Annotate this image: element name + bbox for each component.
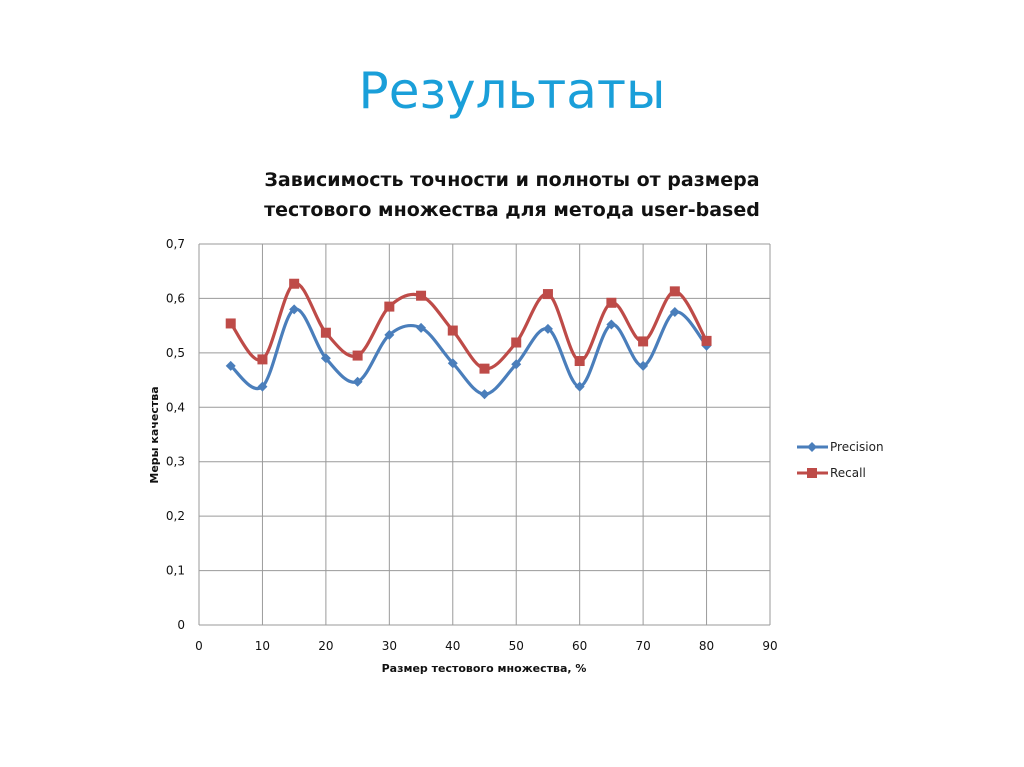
diamond-marker	[352, 376, 363, 387]
y-tick-label: 0,6	[166, 291, 185, 305]
legend-label: Recall	[830, 466, 866, 480]
diamond-marker	[479, 389, 490, 400]
diamond-marker	[574, 381, 585, 392]
chart-title-line-2: тестового множества для метода user-base…	[264, 199, 760, 221]
legend-square-icon	[807, 468, 817, 478]
x-tick-label: 80	[699, 639, 714, 653]
x-tick-label: 20	[318, 639, 333, 653]
y-axis-ticks: 0 0,1 0,2 0,3 0,4 0,5 0,6 0,7	[166, 237, 185, 632]
square-marker	[701, 335, 712, 346]
diamond-marker	[384, 329, 395, 340]
x-axis-title: Размер тестового множества, %	[382, 662, 587, 675]
square-marker	[479, 363, 490, 374]
x-tick-label: 50	[509, 639, 524, 653]
square-marker	[416, 290, 427, 301]
legend-diamond-icon	[807, 442, 817, 452]
square-marker	[447, 325, 458, 336]
square-marker	[225, 318, 236, 329]
x-axis-ticks: 0 10 20 30 40 50 60 70 80 90	[195, 639, 777, 653]
chart-series	[225, 278, 712, 400]
square-marker	[257, 354, 268, 365]
x-tick-label: 70	[635, 639, 650, 653]
diamond-marker	[289, 304, 300, 315]
x-tick-label: 0	[195, 639, 203, 653]
square-marker	[320, 327, 331, 338]
series-recall	[225, 278, 712, 374]
square-marker	[638, 336, 649, 347]
chart-legend: Precision Recall	[797, 440, 884, 480]
series-line	[229, 307, 708, 396]
diamond-marker	[638, 360, 649, 371]
diamond-marker	[606, 319, 617, 330]
square-marker	[669, 286, 680, 297]
x-tick-label: 90	[762, 639, 777, 653]
diamond-marker	[416, 322, 427, 333]
y-tick-label: 0,5	[166, 346, 185, 360]
square-marker	[352, 350, 363, 361]
square-marker	[606, 297, 617, 308]
y-tick-label: 0,7	[166, 237, 185, 251]
square-marker	[542, 289, 553, 300]
square-marker	[511, 337, 522, 348]
series-line	[229, 282, 708, 371]
diamond-marker	[320, 353, 331, 364]
square-marker	[384, 301, 395, 312]
y-tick-label: 0,3	[166, 455, 185, 469]
legend-item-recall: Recall	[797, 466, 866, 480]
y-tick-label: 0	[177, 618, 185, 632]
x-tick-label: 60	[572, 639, 587, 653]
slide-title: Результаты	[358, 62, 666, 120]
x-tick-label: 30	[382, 639, 397, 653]
diamond-marker	[225, 360, 236, 371]
y-axis-title: Меры качества	[148, 386, 161, 483]
y-tick-label: 0,1	[166, 564, 185, 578]
y-tick-label: 0,2	[166, 509, 185, 523]
legend-label: Precision	[830, 440, 884, 454]
x-tick-label: 10	[255, 639, 270, 653]
legend-item-precision: Precision	[797, 440, 884, 454]
chart-title-line-1: Зависимость точности и полноты от размер…	[264, 169, 760, 191]
square-marker	[574, 356, 585, 367]
diamond-marker	[257, 381, 268, 392]
square-marker	[289, 278, 300, 289]
y-tick-label: 0,4	[166, 400, 185, 414]
diamond-marker	[542, 323, 553, 334]
diamond-marker	[447, 358, 458, 369]
chart-title: Зависимость точности и полноты от размер…	[200, 165, 824, 225]
diamond-marker	[511, 359, 522, 370]
diamond-marker	[669, 307, 680, 318]
x-tick-label: 40	[445, 639, 460, 653]
